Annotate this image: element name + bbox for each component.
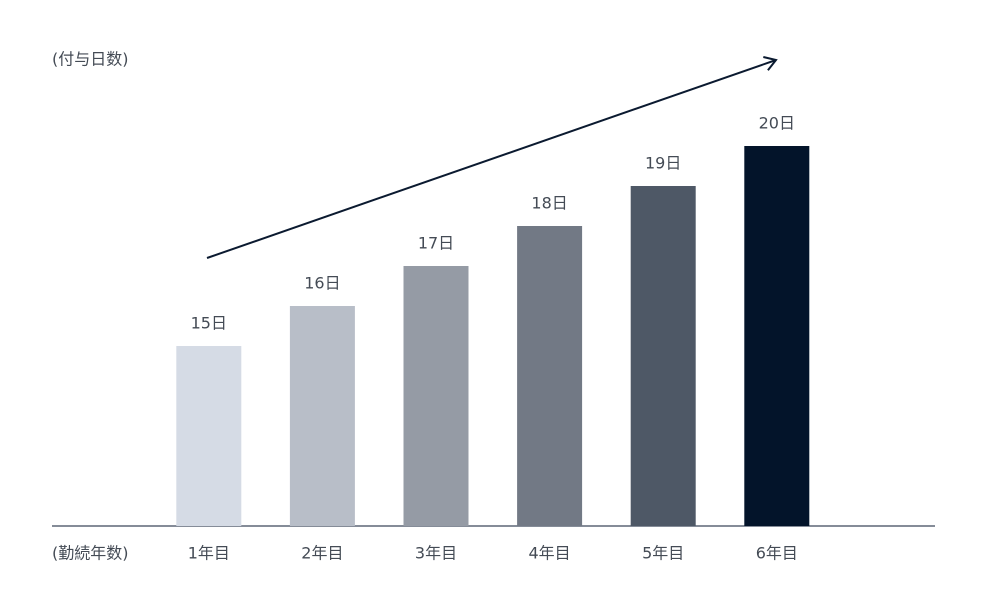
x-tick-label: 6年目 xyxy=(756,544,798,563)
x-tick-label: 3年目 xyxy=(415,544,457,563)
y-axis-label: (付与日数) xyxy=(52,50,129,69)
bar xyxy=(517,226,583,526)
value-label: 19日 xyxy=(645,154,681,173)
x-tick-label: 5年目 xyxy=(642,544,684,563)
bar xyxy=(403,266,469,526)
bar xyxy=(176,346,242,526)
value-label: 18日 xyxy=(531,194,567,213)
value-label: 20日 xyxy=(759,114,795,133)
x-axis-label: (勤続年数) xyxy=(52,544,129,563)
x-tick-label: 2年目 xyxy=(301,544,343,563)
x-tick-label: 4年目 xyxy=(529,544,571,563)
bar xyxy=(744,146,810,526)
value-label: 15日 xyxy=(191,314,227,333)
bar xyxy=(289,306,355,526)
value-label: 16日 xyxy=(304,274,340,293)
trend-arrow xyxy=(206,56,778,259)
bar xyxy=(630,186,696,526)
x-tick-label: 1年目 xyxy=(188,544,230,563)
value-label: 17日 xyxy=(418,234,454,253)
